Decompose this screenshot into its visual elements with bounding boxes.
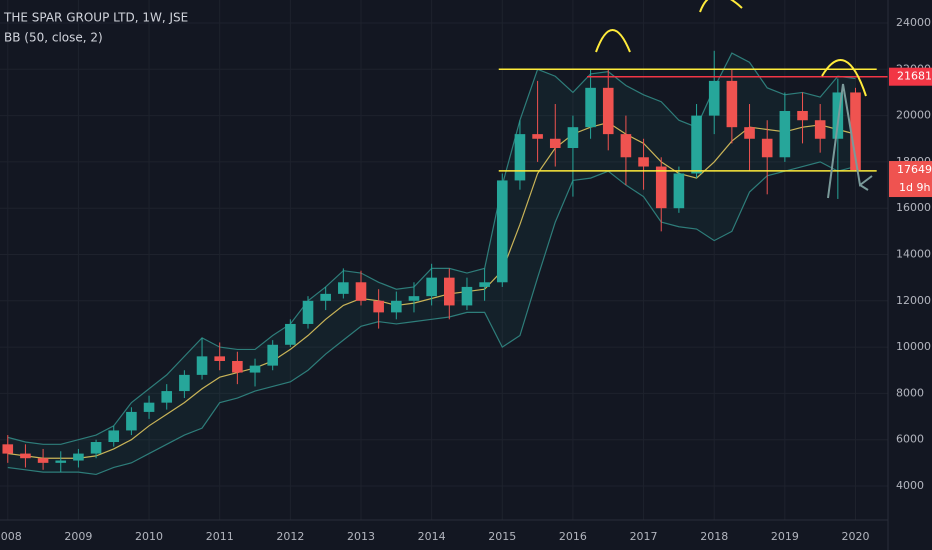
candle-body: [196, 356, 208, 375]
x-tick-label: 2018: [700, 530, 728, 543]
x-tick-label: 2008: [0, 530, 22, 543]
candle-body: [726, 80, 738, 128]
plot-area: [0, 0, 888, 520]
candle-body: [285, 323, 296, 345]
x-tick-label: 2015: [488, 530, 516, 543]
x-tick-label: 2012: [276, 530, 304, 543]
candle-body: [55, 460, 67, 463]
candle-body: [638, 157, 649, 167]
candle-body: [20, 453, 31, 459]
candle-body: [655, 166, 667, 209]
candle-body: [479, 282, 490, 287]
candle-body: [761, 138, 773, 158]
candle-body: [320, 293, 331, 301]
countdown-label: 1d 9h: [899, 181, 930, 194]
candle-body: [90, 442, 102, 454]
candle-body: [2, 444, 14, 454]
x-tick-label: 2019: [771, 530, 799, 543]
candle-body: [143, 402, 155, 412]
candle-body: [391, 300, 402, 313]
indicator-label: BB (50, close, 2): [4, 31, 103, 45]
drawing-arc: [699, 0, 743, 13]
y-tick-label: 20000: [896, 109, 931, 122]
y-tick-label: 6000: [896, 433, 924, 446]
y-tick-label: 24000: [896, 16, 931, 29]
candle-body: [850, 92, 861, 171]
candle-body: [249, 365, 261, 373]
candle-body: [602, 87, 614, 135]
y-tick-label: 16000: [896, 201, 931, 214]
candle-body: [532, 134, 543, 139]
drawing-arrow: [827, 83, 873, 199]
candle-body: [232, 360, 243, 373]
candle-body: [408, 296, 420, 301]
candle-body: [73, 453, 84, 461]
chart-title: THE SPAR GROUP LTD, 1W, JSE: [3, 11, 188, 25]
x-tick-label: 2013: [347, 530, 375, 543]
candle-body: [779, 110, 791, 158]
candle-body: [708, 80, 720, 116]
candle-body: [355, 282, 367, 301]
candle-body: [585, 87, 596, 128]
last-price-label: 17649: [897, 163, 932, 176]
candle-body: [179, 374, 190, 392]
candle-body: [620, 134, 632, 158]
candle-body: [444, 277, 455, 306]
x-tick-label: 2011: [206, 530, 234, 543]
candle-body: [691, 115, 702, 174]
candle-body: [514, 134, 526, 181]
drawing-arc: [821, 59, 867, 97]
candle-body: [161, 391, 173, 403]
candle-body: [567, 127, 579, 149]
candle-body: [426, 277, 437, 297]
y-tick-label: 4000: [896, 479, 924, 492]
x-tick-label: 2017: [630, 530, 658, 543]
y-tick-label: 8000: [896, 386, 924, 399]
candle-body: [37, 458, 49, 463]
y-tick-label: 14000: [896, 248, 931, 261]
candle-body: [126, 411, 137, 431]
candle-body: [302, 300, 314, 324]
x-tick-label: 2009: [64, 530, 92, 543]
candle-body: [461, 286, 473, 306]
candle-body: [814, 120, 826, 139]
candle-body: [744, 127, 755, 139]
x-tick-label: 2014: [418, 530, 446, 543]
x-tick-label: 2010: [135, 530, 163, 543]
last-price-bg: [889, 161, 932, 198]
candle-body: [496, 180, 508, 283]
candle-body: [214, 356, 226, 361]
candle-body: [338, 282, 349, 294]
drawing-arc: [595, 29, 631, 53]
candle-body: [267, 344, 278, 366]
x-tick-label: 2016: [559, 530, 587, 543]
candle-body: [549, 138, 561, 149]
candle-body: [673, 173, 685, 209]
price-label-bg: [889, 67, 932, 86]
price-label: 21681: [897, 70, 932, 83]
y-tick-label: 12000: [896, 294, 931, 307]
x-tick-label: 2020: [842, 530, 870, 543]
candle-body: [373, 300, 384, 313]
candle-body: [108, 430, 120, 443]
y-tick-label: 10000: [896, 340, 931, 353]
bb-lower: [7, 161, 856, 476]
candle-body: [797, 110, 808, 121]
